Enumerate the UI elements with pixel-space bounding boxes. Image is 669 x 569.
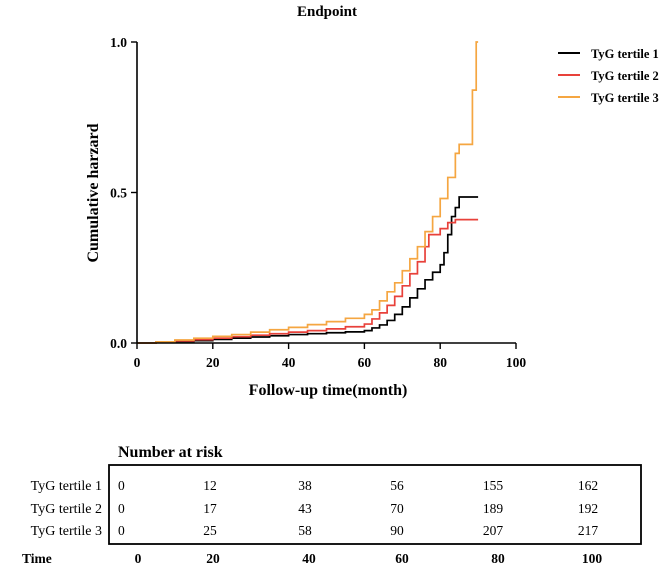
risk-cell: 0 (118, 501, 125, 516)
time-value: 60 (395, 551, 409, 566)
risk-cell: 70 (390, 501, 404, 516)
risk-row-label: TyG tertile 1 (31, 479, 102, 494)
risk-cell: 38 (298, 478, 312, 493)
risk-cell: 12 (203, 478, 217, 493)
series-line-tertile-2 (137, 218, 479, 344)
y-tick-label: 0.0 (110, 336, 127, 351)
time-axis-row: Time 0 20 40 60 80 100 (22, 551, 602, 566)
risk-cell: 0 (118, 478, 125, 493)
risk-row-label: TyG tertile 3 (31, 524, 102, 539)
plot-area: 0 20 40 60 80 100 0.0 0.5 1.0 (110, 35, 526, 370)
time-value: 100 (582, 551, 603, 566)
x-tick-label: 80 (433, 355, 447, 370)
risk-cell: 43 (298, 501, 312, 516)
x-tick-label: 100 (506, 355, 527, 370)
legend: TyG tertile 1 TyG tertile 2 TyG tertile 3 (558, 47, 659, 105)
risk-cell: 56 (390, 478, 404, 493)
x-axis-label: Follow-up time(month) (249, 382, 408, 399)
time-value: 20 (206, 551, 220, 566)
ticks-layer: 0 20 40 60 80 100 0.0 0.5 1.0 (110, 35, 526, 370)
risk-cell: 25 (203, 523, 217, 538)
risk-cell: 162 (578, 478, 598, 493)
risk-cell: 155 (483, 478, 504, 493)
time-value: 0 (135, 551, 142, 566)
risk-cell: 189 (483, 501, 504, 516)
risk-row-label: TyG tertile 2 (31, 502, 102, 517)
time-value: 40 (302, 551, 316, 566)
y-tick-label: 0.5 (110, 186, 127, 201)
series-line-tertile-1 (137, 196, 479, 344)
risk-cell: 17 (203, 501, 217, 516)
y-tick-label: 1.0 (110, 35, 127, 50)
x-tick-label: 40 (282, 355, 296, 370)
x-tick-label: 60 (358, 355, 372, 370)
series-line-tertile-3 (137, 41, 479, 344)
risk-table-body: TyG tertile 1 0 12 38 56 155 162 TyG tertile 2 0… (31, 478, 599, 539)
legend-label-tertile-1: TyG tertile 1 (591, 47, 659, 61)
risk-table-border (108, 464, 642, 545)
x-tick-label: 20 (206, 355, 220, 370)
risk-cell: 0 (118, 523, 125, 538)
risk-cell: 207 (483, 523, 504, 538)
risk-cell: 217 (578, 523, 599, 538)
chart-title: Endpoint (297, 4, 357, 20)
time-value: 80 (491, 551, 505, 566)
risk-table-title: Number at risk (118, 444, 223, 461)
legend-label-tertile-2: TyG tertile 2 (591, 69, 659, 83)
time-row-label: Time (22, 551, 52, 566)
x-tick-label: 0 (134, 355, 141, 370)
risk-cell: 58 (298, 523, 312, 538)
risk-cell: 90 (390, 523, 404, 538)
series-layer (137, 41, 479, 344)
risk-cell: 192 (578, 501, 598, 516)
legend-label-tertile-3: TyG tertile 3 (591, 91, 659, 105)
y-axis-label: Cumulative harzard (85, 123, 102, 262)
